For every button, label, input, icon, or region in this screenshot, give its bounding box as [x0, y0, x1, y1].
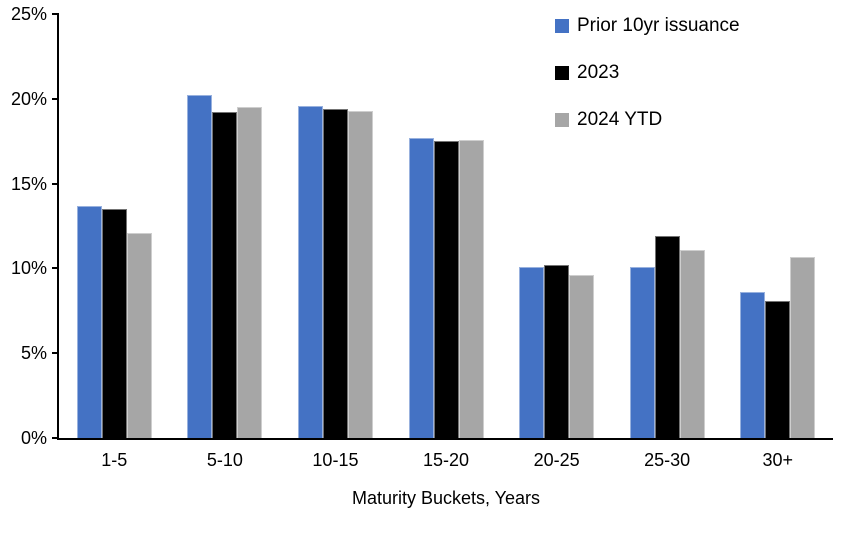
legend-label: 2024 YTD: [577, 108, 663, 130]
bar-prior-10yr-issuance-25-30: [629, 266, 655, 438]
legend-item-prior-10yr-issuance: Prior 10yr issuance: [555, 15, 740, 37]
bar-prior-10yr-issuance-20-25: [519, 266, 545, 438]
y-tick-mark: [52, 97, 59, 100]
bar-2023-5-10: [212, 112, 238, 438]
y-axis: 0% 5% 10% 15% 20% 25%: [11, 5, 833, 447]
bar-2024-ytd-30: [790, 256, 816, 438]
y-tick-0: 0%: [1, 429, 59, 447]
y-tick-25: 25%: [1, 5, 59, 23]
bar-2024-ytd-5-10: [237, 107, 263, 438]
y-tick-label: 5%: [20, 343, 47, 364]
y-tick-label: 25%: [10, 4, 47, 24]
y-tick-mark: [52, 13, 59, 15]
bar-group-15-20: [391, 14, 502, 438]
legend-item-2024-ytd: 2024 YTD: [555, 108, 740, 131]
bar-prior-10yr-issuance-1-5: [76, 205, 102, 438]
x-tick-label-25-30: 25-30: [644, 450, 691, 470]
x-axis-labels: 1-5 5-10 10-15 15-20 20-25 25-30 30+: [59, 450, 833, 472]
legend-swatch-icon: [555, 113, 569, 128]
legend-swatch-icon: [555, 66, 569, 81]
legend-label: Prior 10yr issuance: [577, 15, 740, 36]
legend-item-2023: 2023: [555, 61, 740, 84]
y-tick-label: 10%: [10, 258, 47, 279]
bar-2023-25-30: [654, 236, 680, 438]
bar-group-1-5: [59, 14, 170, 438]
bar-2024-ytd-1-5: [126, 232, 152, 438]
bar-group-10-15: [280, 14, 391, 438]
y-tick-mark: [52, 352, 59, 355]
y-tick-label: 0%: [20, 428, 47, 448]
bar-prior-10yr-issuance-30: [740, 292, 766, 438]
bar-2023-20-25: [544, 265, 570, 438]
y-tick-mark: [52, 437, 59, 439]
x-tick-label-10-15: 10-15: [312, 450, 359, 470]
bar-2023-30: [765, 300, 791, 438]
y-tick-20: 20%: [1, 90, 59, 108]
x-tick-label-5-10: 5-10: [206, 450, 243, 470]
bar-prior-10yr-issuance-10-15: [297, 105, 323, 438]
y-tick-mark: [52, 267, 59, 270]
bar-2023-15-20: [433, 141, 459, 438]
bar-2024-ytd-20-25: [569, 275, 595, 438]
x-tick-label-1-5: 1-5: [101, 450, 128, 470]
bar-2024-ytd-15-20: [458, 139, 484, 438]
y-tick-10: 10%: [1, 259, 59, 277]
bar-group-30: [722, 14, 833, 438]
y-tick-mark: [52, 182, 59, 185]
bar-prior-10yr-issuance-5-10: [187, 95, 213, 438]
bar-2024-ytd-10-15: [347, 110, 373, 438]
bar-group-20-25: [501, 14, 612, 438]
bar-2023-1-5: [101, 209, 127, 438]
y-tick-5: 5%: [1, 344, 59, 362]
bar-group-5-10: [170, 14, 281, 438]
bar-prior-10yr-issuance-15-20: [408, 137, 434, 438]
legend-swatch-icon: [555, 19, 569, 34]
x-tick-label-15-20: 15-20: [423, 450, 470, 470]
bar-2023-10-15: [322, 108, 348, 438]
y-tick-label: 15%: [10, 173, 47, 194]
legend: Prior 10yr issuance 2023 2024 YTD: [555, 15, 740, 131]
plot-area: 0% 5% 10% 15% 20% 25%: [11, 5, 833, 447]
legend-label: 2023: [577, 61, 620, 83]
x-tick-label-30: 30+: [762, 450, 794, 470]
bar-2024-ytd-25-30: [679, 249, 705, 438]
bar-groups: [59, 14, 833, 438]
bar-group-25-30: [612, 14, 723, 438]
x-tick-label-20-25: 20-25: [533, 450, 580, 470]
y-tick-15: 15%: [1, 175, 59, 193]
y-tick-label: 20%: [10, 88, 47, 109]
x-axis-title: Maturity Buckets, Years: [351, 488, 541, 508]
